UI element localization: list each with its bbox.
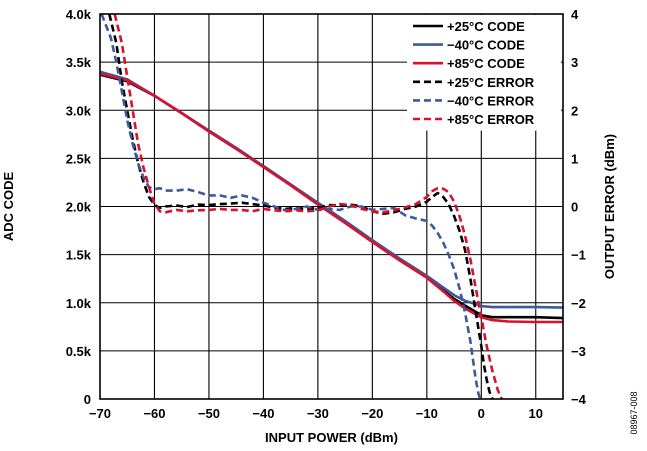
x-tick-labels: −70 −60 −50 −40 −30 −20 −10 0 10 xyxy=(89,406,543,421)
y-left-tick-label: 1.5k xyxy=(66,248,92,263)
y-right-tick-label: 4 xyxy=(571,7,579,22)
y-right-axis-label: OUTPUT ERROR (dBm) xyxy=(602,134,617,279)
y-right-tick-label: −3 xyxy=(571,344,586,359)
x-tick-label: −60 xyxy=(143,406,165,421)
y-left-tick-label: 3.5k xyxy=(66,55,92,70)
legend-label: +85°C CODE xyxy=(447,56,525,71)
y-right-tick-label: 1 xyxy=(571,151,578,166)
y-left-tick-label: 3.0k xyxy=(66,103,92,118)
y-right-tick-label: −1 xyxy=(571,248,586,263)
plot-frame xyxy=(99,13,564,400)
y-right-tick-label: −2 xyxy=(571,296,586,311)
legend-label: +85°C ERROR xyxy=(447,112,535,127)
figure-id: 08967-008 xyxy=(629,391,639,434)
legend: +25°C CODE −40°C CODE +85°C CODE +25°C ERRO… xyxy=(413,19,535,127)
x-tick-label: −10 xyxy=(416,406,438,421)
y-left-tick-label: 4.0k xyxy=(66,7,92,22)
series-line xyxy=(108,14,494,399)
x-tick-label: −40 xyxy=(252,406,274,421)
y-left-tick-label: 0.5k xyxy=(66,344,92,359)
y-left-tick-label: 0 xyxy=(84,392,91,407)
y-right-tick-label: −4 xyxy=(571,392,587,407)
y-right-tick-labels: −4 −3 −2 −1 0 1 2 3 4 xyxy=(571,7,587,407)
legend-label: −40°C ERROR xyxy=(447,93,535,108)
series-line xyxy=(113,14,504,399)
series-lines xyxy=(100,14,563,399)
y-right-tick-label: 3 xyxy=(571,55,578,70)
x-axis-label: INPUT POWER (dBm) xyxy=(265,430,398,445)
x-tick-label: 0 xyxy=(478,406,485,421)
x-tick-label: −30 xyxy=(307,406,329,421)
y-right-tick-label: 0 xyxy=(571,200,578,215)
legend-label: +25°C ERROR xyxy=(447,75,535,90)
legend-label: −40°C CODE xyxy=(447,38,525,53)
y-left-tick-label: 2.5k xyxy=(66,151,92,166)
legend-background xyxy=(407,15,561,131)
y-left-tick-label: 1.0k xyxy=(66,296,92,311)
x-tick-label: −70 xyxy=(89,406,111,421)
y-right-tick-label: 2 xyxy=(571,103,578,118)
y-left-tick-label: 2.0k xyxy=(66,200,92,215)
legend-label: +25°C CODE xyxy=(447,19,525,34)
x-tick-label: −20 xyxy=(361,406,383,421)
y-left-axis-label: ADC CODE xyxy=(1,172,16,242)
x-tick-label: 10 xyxy=(529,406,543,421)
x-tick-label: −50 xyxy=(198,406,220,421)
series-line xyxy=(100,72,563,324)
y-left-tick-labels: 0 0.5k 1.0k 1.5k 2.0k 2.5k 3.0k 3.5k 4.0k xyxy=(66,7,92,407)
series-line xyxy=(100,14,482,399)
